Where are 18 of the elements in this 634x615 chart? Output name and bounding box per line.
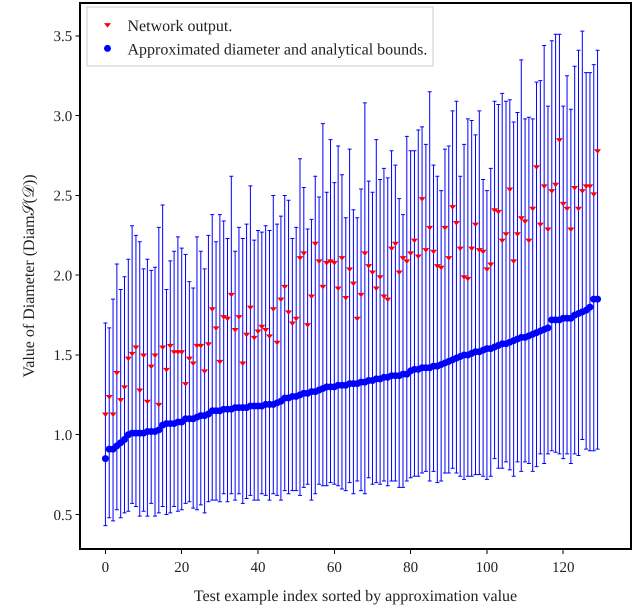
y-axis-title: Value of Diameter (Diam𝒮(𝒟)) bbox=[20, 174, 38, 378]
x-tick-label: 120 bbox=[552, 560, 574, 576]
x-axis-title: Test example index sorted by approximation value bbox=[194, 588, 518, 605]
y-tick-label: 1.0 bbox=[54, 428, 72, 444]
x-tick-label: 60 bbox=[326, 560, 342, 576]
legend-label: Approximated diameter and analytical bounds. bbox=[127, 42, 428, 59]
x-tick-label: 80 bbox=[403, 560, 418, 576]
x-tick-label: 40 bbox=[250, 560, 266, 576]
x-tick-label: 20 bbox=[174, 560, 190, 576]
x-tick-label: 0 bbox=[102, 560, 110, 576]
y-tick-label: 3.5 bbox=[54, 29, 72, 46]
y-tick-label: 2.5 bbox=[54, 188, 72, 205]
x-tick-label: 100 bbox=[476, 560, 498, 576]
y-tick-label: 0.5 bbox=[54, 508, 72, 524]
y-tick-label: 1.5 bbox=[54, 348, 72, 364]
y-tick-label: 2.0 bbox=[54, 268, 72, 284]
legend-label: Network output. bbox=[127, 18, 232, 35]
y-tick-label: 3.0 bbox=[54, 108, 72, 125]
